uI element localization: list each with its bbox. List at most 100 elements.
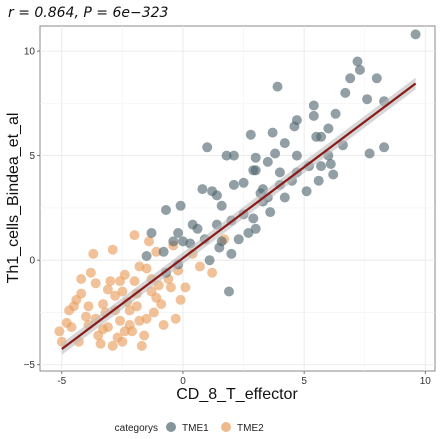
point-tme2 [64, 305, 75, 316]
point-tme1 [328, 169, 339, 180]
point-tme2 [102, 284, 113, 295]
x-axis-title: CD_8_T_effector [176, 386, 298, 403]
point-tme1 [216, 236, 227, 247]
point-tme1 [301, 186, 312, 197]
point-tme1 [267, 127, 278, 138]
point-tme2 [180, 282, 191, 293]
point-tme1 [211, 190, 222, 201]
point-tme2 [165, 282, 176, 293]
point-tme1 [228, 150, 239, 161]
legend-marker-tme2 [221, 422, 231, 432]
point-tme1 [364, 148, 375, 159]
point-tme2 [115, 315, 125, 326]
point-tme2 [98, 299, 108, 310]
point-tme1 [262, 156, 273, 167]
point-tme2 [107, 244, 118, 255]
point-tme1 [379, 142, 390, 153]
point-tme1 [311, 131, 322, 142]
point-tme1 [291, 150, 302, 161]
point-tme2 [139, 330, 150, 341]
point-tme1 [308, 110, 319, 121]
point-tme1 [316, 161, 327, 172]
point-tme2 [175, 294, 186, 305]
point-tme1 [352, 56, 363, 67]
point-tme2 [117, 286, 128, 297]
point-tme2 [144, 236, 154, 247]
point-tme2 [151, 246, 162, 257]
point-tme1 [270, 148, 281, 159]
x-axis-ticks: -5 0 5 10 [57, 371, 431, 387]
point-tme1 [330, 108, 341, 119]
point-tme1 [250, 165, 261, 176]
point-tme1 [340, 87, 351, 98]
point-tme2 [151, 292, 162, 303]
point-tme2 [85, 267, 96, 278]
point-tme1 [168, 236, 179, 247]
point-tme2 [117, 336, 128, 347]
point-tme1 [265, 207, 276, 218]
point-tme2 [170, 313, 181, 324]
point-tme1 [204, 255, 215, 266]
point-tme2 [81, 311, 91, 322]
y-tick-label: 5 [29, 151, 35, 162]
point-tme1 [173, 228, 184, 238]
point-tme1 [178, 236, 188, 247]
legend-label-tme1: TME1 [182, 423, 209, 434]
y-tick-label: 10 [24, 47, 36, 58]
point-tme2 [83, 301, 94, 312]
y-axis-ticks: −5 0 5 10 [24, 47, 40, 371]
point-tme2 [141, 263, 152, 274]
point-tme1 [250, 223, 261, 234]
point-tme1 [354, 64, 365, 75]
point-tme1 [362, 94, 373, 105]
point-tme1 [250, 152, 261, 163]
point-tme1 [221, 150, 232, 161]
point-tme2 [129, 230, 140, 241]
point-tme2 [148, 307, 159, 318]
point-tme2 [124, 305, 135, 316]
point-tme2 [129, 276, 140, 287]
point-tme1 [371, 73, 382, 84]
point-tme2 [136, 340, 147, 351]
chart-title: r = 0.864, P = 6e−323 [8, 5, 168, 21]
point-tme2 [115, 276, 125, 287]
point-tme1 [228, 179, 239, 190]
point-tme1 [272, 81, 283, 92]
point-tme2 [158, 320, 169, 330]
y-axis-title: Th1_cells_Bindea_et_al [5, 113, 22, 284]
point-tme2 [134, 315, 145, 326]
point-tme2 [76, 274, 87, 284]
point-tme2 [90, 278, 101, 289]
point-tme2 [119, 326, 130, 337]
point-tme1 [216, 200, 227, 211]
point-tme1 [323, 123, 334, 134]
point-tme2 [66, 322, 77, 333]
x-tick-label: 10 [420, 376, 432, 387]
y-tick-label: 0 [29, 256, 35, 267]
point-tme2 [95, 338, 106, 349]
point-tme1 [187, 219, 198, 230]
point-tme1 [238, 177, 249, 188]
point-tme1 [279, 192, 290, 203]
y-tick-label: −5 [24, 360, 36, 371]
point-tme1 [202, 142, 213, 153]
point-tme1 [308, 100, 319, 111]
point-tme1 [325, 159, 336, 169]
point-tme1 [345, 73, 356, 84]
regression-line [61, 82, 417, 350]
point-tme1 [245, 129, 256, 140]
x-tick-label: 0 [180, 376, 186, 387]
point-tme1 [248, 213, 259, 224]
point-tme1 [313, 175, 324, 186]
point-tme1 [161, 205, 171, 215]
point-tme1 [175, 200, 186, 211]
point-tme1 [197, 184, 208, 195]
legend-title: categorys [115, 423, 158, 434]
x-tick-label: -5 [57, 376, 66, 387]
point-tme1 [233, 234, 244, 245]
point-tme2 [71, 294, 82, 305]
point-tme2 [194, 261, 205, 272]
point-tme2 [110, 290, 121, 301]
point-tme2 [207, 267, 218, 278]
point-tme1 [279, 138, 290, 149]
